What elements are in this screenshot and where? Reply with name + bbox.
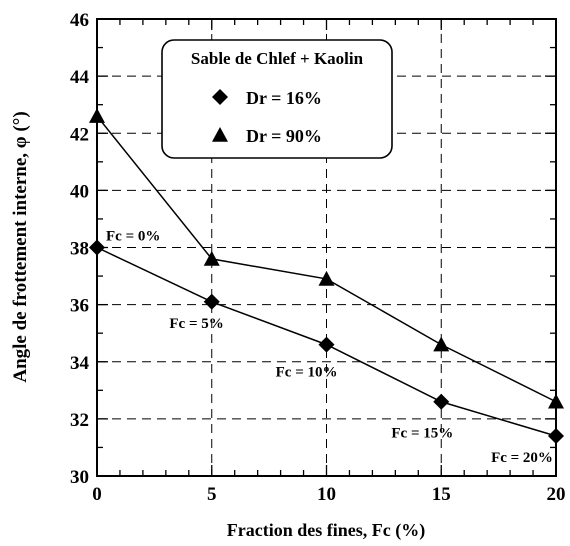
plot-frame	[96, 18, 557, 477]
legend-marker	[212, 89, 228, 105]
x-tick-label: 5	[207, 484, 217, 505]
y-tick-label: 44	[70, 67, 90, 88]
annotation-label: Fc = 15%	[391, 426, 453, 442]
legend-marker	[212, 127, 228, 142]
x-tick-label: 10	[317, 484, 336, 505]
data-point	[318, 270, 335, 286]
series	[89, 108, 564, 445]
x-tick-label: 15	[432, 484, 451, 505]
y-tick-label: 46	[70, 10, 89, 31]
legend-items: Dr = 16% Dr = 90%	[212, 88, 322, 146]
data-point	[318, 336, 335, 353]
data-point	[203, 250, 220, 266]
y-tick-label: 40	[70, 181, 89, 202]
y-tick-label: 42	[70, 124, 89, 145]
legend-entry-label: Dr = 90%	[246, 126, 322, 146]
data-point	[203, 293, 220, 310]
tick-labels: 0 5 10 15 20 30 32 34 36 38 40 42 44 46	[70, 10, 566, 505]
annotations: Fc = 0% Fc = 5% Fc = 10% Fc = 15% Fc = 20%	[106, 229, 553, 467]
legend-title: Sable de Chlef + Kaolin	[191, 49, 364, 68]
y-tick-label: 38	[70, 239, 89, 260]
annotation-label: Fc = 20%	[491, 450, 553, 466]
annotation-label: Fc = 5%	[169, 316, 223, 332]
y-tick-label: 32	[70, 410, 89, 431]
legend: Sable de Chlef + Kaolin Dr = 16% Dr = 90%	[161, 39, 393, 159]
x-tick-label: 20	[547, 484, 566, 505]
annotation-label: Fc = 0%	[106, 229, 160, 245]
y-axis-label: Angle de frottement interne, φ (°)	[10, 111, 31, 382]
y-tick-label: 34	[70, 353, 90, 374]
x-tick-label: 0	[92, 484, 102, 505]
y-tick-label: 36	[70, 296, 89, 317]
data-point	[433, 393, 450, 410]
y-tick-label: 30	[70, 467, 89, 488]
series-1	[89, 239, 564, 445]
legend-entry-label: Dr = 16%	[246, 88, 322, 108]
data-point	[433, 336, 450, 352]
x-axis-label: Fraction des fines, Fc (%)	[227, 520, 425, 541]
annotation-label: Fc = 10%	[276, 365, 338, 381]
